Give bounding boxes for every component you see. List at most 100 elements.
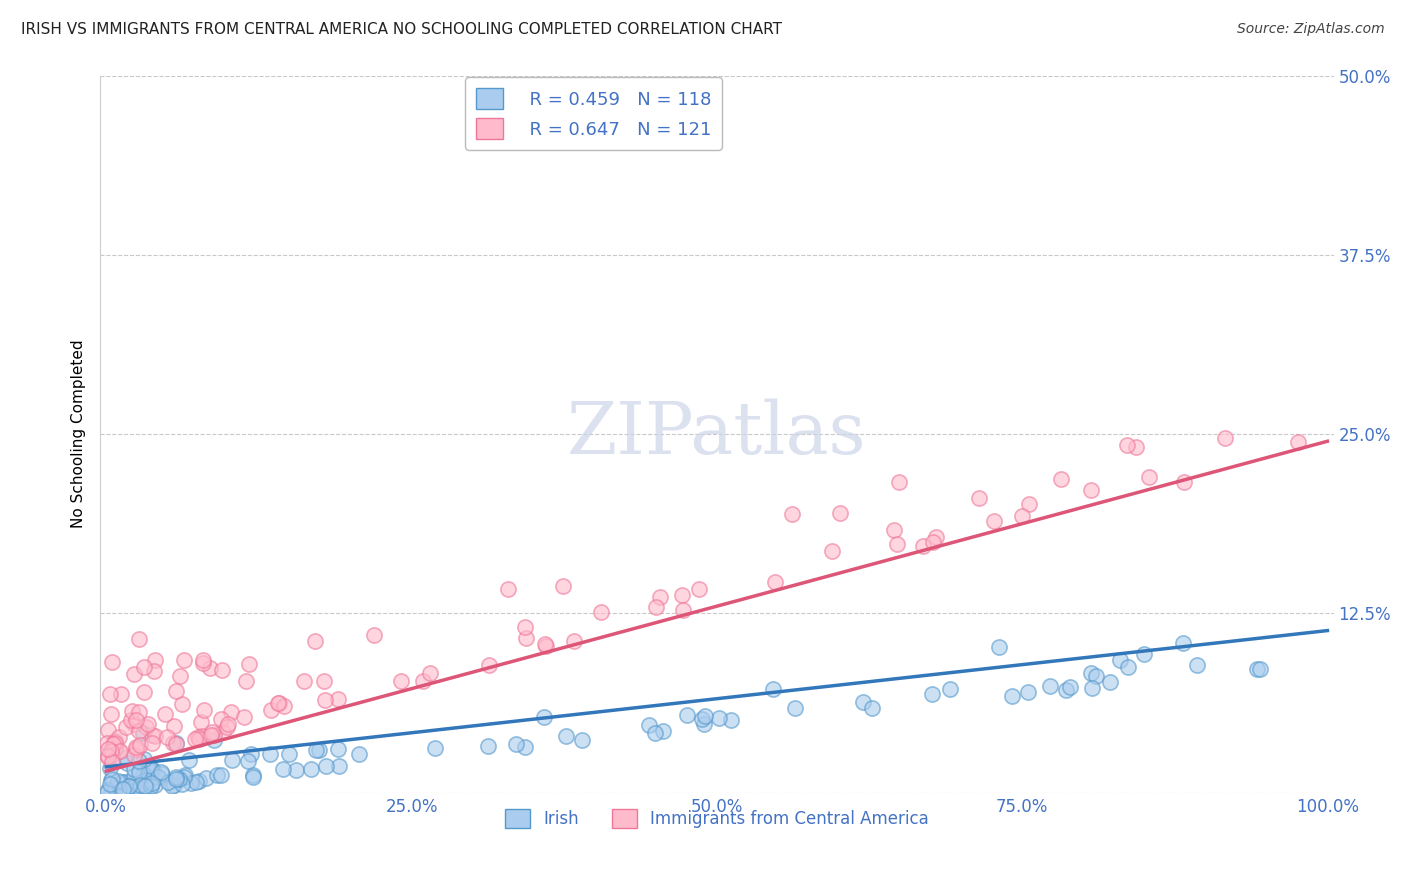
Point: [983, 514, 1005, 528]
Point: [233, 710, 256, 724]
Point: [173, 767, 195, 781]
Point: [515, 739, 537, 754]
Point: [98, 776, 121, 790]
Point: [349, 747, 371, 761]
Point: [513, 620, 536, 634]
Point: [533, 637, 555, 651]
Point: [299, 762, 322, 776]
Legend: Irish, Immigrants from Central America: Irish, Immigrants from Central America: [498, 802, 935, 835]
Point: [115, 751, 138, 765]
Text: Source: ZipAtlas.com: Source: ZipAtlas.com: [1237, 22, 1385, 37]
Point: [110, 777, 132, 791]
Point: [637, 718, 659, 732]
Point: [131, 779, 153, 793]
Point: [1173, 475, 1195, 489]
Point: [96, 785, 118, 799]
Point: [328, 759, 350, 773]
Point: [118, 779, 141, 793]
Point: [141, 780, 163, 794]
Point: [125, 740, 148, 755]
Point: [142, 763, 165, 777]
Point: [1011, 509, 1033, 524]
Point: [780, 507, 803, 521]
Point: [101, 737, 124, 751]
Point: [193, 653, 215, 667]
Point: [1049, 472, 1071, 486]
Point: [709, 710, 731, 724]
Point: [108, 744, 131, 758]
Point: [1118, 660, 1140, 674]
Point: [169, 669, 191, 683]
Point: [285, 764, 308, 778]
Point: [912, 539, 935, 553]
Point: [922, 535, 945, 549]
Point: [273, 762, 295, 776]
Point: [1116, 438, 1139, 452]
Point: [235, 673, 257, 688]
Point: [160, 779, 183, 793]
Point: [138, 763, 160, 777]
Point: [1249, 662, 1271, 676]
Point: [100, 655, 122, 669]
Point: [104, 780, 127, 795]
Point: [924, 530, 946, 544]
Point: [562, 634, 585, 648]
Point: [326, 741, 349, 756]
Point: [1173, 636, 1195, 650]
Point: [242, 767, 264, 781]
Point: [143, 664, 166, 678]
Point: [259, 703, 281, 717]
Point: [292, 674, 315, 689]
Point: [1080, 483, 1102, 497]
Point: [128, 705, 150, 719]
Point: [889, 475, 911, 489]
Point: [201, 724, 224, 739]
Point: [132, 767, 155, 781]
Point: [97, 783, 120, 797]
Point: [690, 712, 713, 726]
Point: [124, 717, 146, 731]
Point: [118, 779, 141, 793]
Point: [190, 714, 212, 729]
Point: [128, 765, 150, 780]
Point: [127, 742, 149, 756]
Point: [939, 682, 962, 697]
Point: [156, 775, 179, 789]
Point: [136, 716, 159, 731]
Point: [165, 736, 187, 750]
Point: [128, 632, 150, 646]
Point: [170, 777, 193, 791]
Point: [1054, 683, 1077, 698]
Point: [193, 703, 215, 717]
Point: [1018, 497, 1040, 511]
Point: [114, 775, 136, 789]
Point: [236, 754, 259, 768]
Point: [108, 744, 131, 758]
Point: [1132, 647, 1154, 661]
Point: [533, 710, 555, 724]
Point: [132, 752, 155, 766]
Point: [101, 755, 124, 769]
Point: [134, 776, 156, 790]
Point: [132, 660, 155, 674]
Point: [110, 687, 132, 701]
Point: [100, 772, 122, 787]
Point: [688, 582, 710, 596]
Point: [1017, 685, 1039, 699]
Point: [162, 736, 184, 750]
Point: [763, 574, 786, 589]
Point: [111, 774, 134, 789]
Point: [645, 600, 668, 615]
Point: [676, 708, 699, 723]
Point: [363, 628, 385, 642]
Point: [173, 653, 195, 667]
Point: [1286, 435, 1309, 450]
Point: [97, 723, 120, 738]
Point: [115, 720, 138, 734]
Point: [215, 720, 238, 734]
Point: [111, 781, 134, 796]
Point: [180, 776, 202, 790]
Point: [883, 523, 905, 537]
Point: [143, 729, 166, 743]
Point: [1080, 681, 1102, 695]
